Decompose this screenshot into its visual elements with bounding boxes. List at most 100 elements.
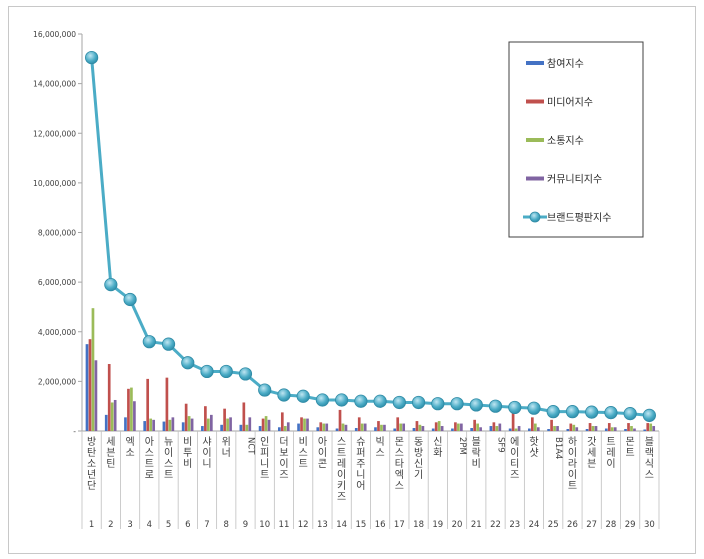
bar-2-9 bbox=[242, 402, 246, 431]
x-rank-label: 11 bbox=[279, 520, 290, 530]
bar-1-23 bbox=[508, 428, 512, 431]
bar-2-27 bbox=[588, 423, 592, 431]
bar-2-6 bbox=[184, 403, 188, 431]
bar-3-30 bbox=[649, 423, 653, 431]
bar-3-21 bbox=[476, 423, 479, 431]
x-rank-label: 8 bbox=[224, 520, 229, 530]
x-category-label: 2PM bbox=[457, 437, 467, 455]
bar-4-1 bbox=[94, 360, 98, 431]
bar-1-8 bbox=[220, 424, 223, 431]
x-rank-label: 6 bbox=[185, 520, 190, 530]
x-rank-label: 5 bbox=[166, 520, 171, 530]
bar-4-15 bbox=[363, 423, 367, 431]
legend-swatch bbox=[526, 138, 544, 142]
x-rank-label: 10 bbox=[259, 520, 270, 530]
bar-1-14 bbox=[335, 428, 339, 431]
x-rank-label: 27 bbox=[586, 520, 597, 530]
bar-4-28 bbox=[613, 427, 617, 431]
y-tick-label: 2,000,000 bbox=[38, 377, 76, 386]
bar-3-8 bbox=[226, 418, 229, 431]
bar-2-18 bbox=[415, 421, 419, 431]
brand-index-point bbox=[238, 367, 253, 381]
bar-4-2 bbox=[113, 399, 117, 431]
bar-4-4 bbox=[152, 419, 155, 431]
bar-1-17 bbox=[393, 428, 397, 431]
bar-3-18 bbox=[418, 424, 422, 431]
legend-label: 미디어지수 bbox=[547, 97, 593, 109]
brand-index-point bbox=[527, 401, 541, 415]
bar-1-6 bbox=[181, 422, 185, 431]
x-rank-label: 9 bbox=[243, 520, 248, 530]
brand-index-point bbox=[488, 399, 503, 413]
x-rank-label: 7 bbox=[204, 520, 209, 530]
x-rank-label: 12 bbox=[298, 520, 309, 530]
bar-2-7 bbox=[204, 406, 207, 431]
bar-3-27 bbox=[591, 426, 595, 431]
bar-3-19 bbox=[437, 421, 441, 431]
chart-frame: - 2,000,000 4,000,000 6,000,000 8,000,000 10,… bbox=[8, 6, 696, 554]
bar-1-4 bbox=[143, 421, 147, 431]
brand-index-point bbox=[258, 383, 272, 397]
brand-index-point bbox=[623, 407, 637, 421]
bar-3-22 bbox=[495, 426, 499, 431]
bar-4-27 bbox=[594, 426, 598, 431]
legend-swatch bbox=[526, 99, 544, 104]
y-tick-label: 4,000,000 bbox=[38, 328, 76, 337]
bar-1-12 bbox=[297, 423, 300, 431]
bar-1-2 bbox=[104, 414, 108, 431]
line-series-group bbox=[85, 50, 656, 422]
x-category-label: B1A4 bbox=[553, 437, 563, 459]
brand-index-point bbox=[431, 397, 445, 411]
bar-3-14 bbox=[341, 423, 345, 431]
bar-1-5 bbox=[162, 421, 166, 431]
bar-4-7 bbox=[210, 414, 213, 431]
bar-2-13 bbox=[319, 422, 323, 431]
brand-index-point bbox=[123, 292, 137, 307]
bar-2-15 bbox=[357, 417, 361, 431]
bar-4-25 bbox=[556, 426, 559, 431]
bar-3-3 bbox=[130, 387, 133, 431]
brand-index-point bbox=[354, 394, 368, 408]
legend-swatch bbox=[526, 176, 544, 181]
x-rank-label: 3 bbox=[127, 520, 132, 530]
bar-2-22 bbox=[492, 422, 496, 431]
x-rank-label: 15 bbox=[355, 520, 366, 530]
bar-1-20 bbox=[451, 428, 454, 431]
brand-index-point bbox=[296, 389, 310, 403]
x-rank-label: 28 bbox=[606, 520, 617, 530]
bar-4-20 bbox=[460, 423, 463, 431]
brand-index-point bbox=[181, 356, 195, 370]
bar-3-20 bbox=[457, 423, 460, 431]
bar-2-14 bbox=[338, 409, 342, 431]
x-rank-label: 29 bbox=[625, 520, 636, 530]
bar-3-26 bbox=[572, 424, 576, 431]
bar-1-18 bbox=[412, 428, 416, 431]
bar-4-24 bbox=[536, 427, 540, 431]
x-category-label: NCT bbox=[245, 437, 255, 455]
y-tick-label: 10,000,000 bbox=[33, 179, 76, 188]
y-tick-label: 12,000,000 bbox=[33, 129, 76, 138]
bar-2-11 bbox=[280, 412, 284, 431]
bar-3-12 bbox=[303, 418, 306, 431]
legend-label: 참여지수 bbox=[547, 58, 584, 70]
brand-index-point bbox=[604, 406, 618, 420]
x-rank-label: 26 bbox=[567, 520, 578, 530]
bar-2-3 bbox=[127, 388, 130, 431]
bar-3-9 bbox=[245, 424, 249, 431]
x-rank-label: 20 bbox=[452, 520, 463, 530]
bar-4-26 bbox=[575, 427, 579, 431]
legend-label: 소통지수 bbox=[547, 135, 584, 147]
bar-4-13 bbox=[325, 423, 329, 431]
bar-3-24 bbox=[533, 423, 537, 431]
bar-3-16 bbox=[380, 424, 383, 431]
